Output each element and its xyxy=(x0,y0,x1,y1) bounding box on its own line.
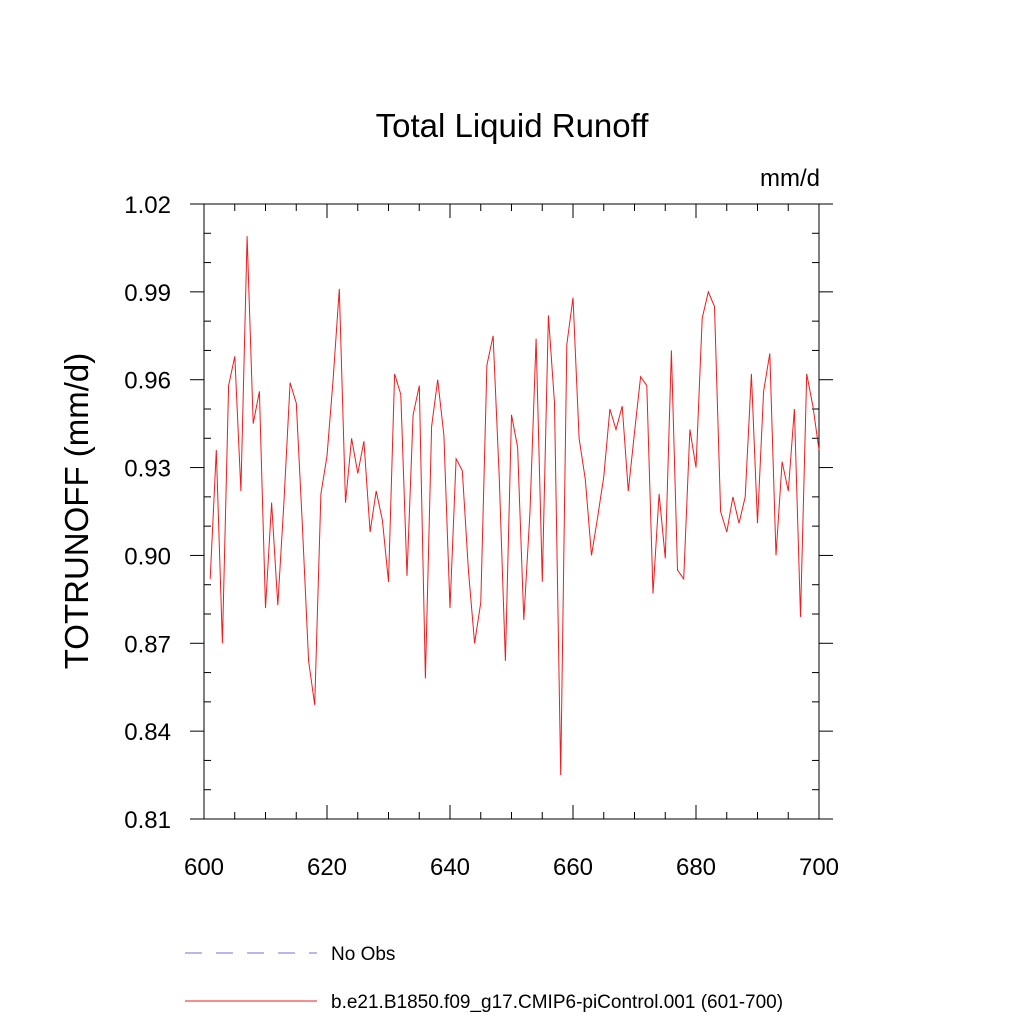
y-tick-label: 0.90 xyxy=(124,543,171,570)
chart-title: Total Liquid Runoff xyxy=(376,107,650,144)
legend-label: b.e21.B1850.f09_g17.CMIP6-piControl.001 … xyxy=(331,992,783,1013)
y-axis-label: TOTRUNOFF (mm/d) xyxy=(58,353,95,670)
y-tick-label: 0.99 xyxy=(124,280,171,307)
x-tick-label: 620 xyxy=(307,854,347,881)
x-tick-label: 640 xyxy=(430,854,470,881)
x-tick-label: 600 xyxy=(184,854,224,881)
units-label: mm/d xyxy=(760,165,820,192)
x-tick-label: 680 xyxy=(676,854,716,881)
y-tick-label: 0.96 xyxy=(124,368,171,395)
plot-area: 600 620 640 660 680 700 0.81 0.84 0.87 0.90 0.93 0.… xyxy=(124,192,839,881)
series-line xyxy=(209,236,820,776)
plot-frame xyxy=(203,203,820,820)
legend: No Obs b.e21.B1850.f09_g17.CMIP6-piContro… xyxy=(185,944,783,1013)
y-tick-label: 0.93 xyxy=(124,456,171,483)
y-tick-label: 0.84 xyxy=(124,719,171,746)
y-tick-label: 1.02 xyxy=(124,192,171,219)
y-tick-label: 0.81 xyxy=(124,807,171,834)
x-tick-label: 700 xyxy=(799,854,839,881)
x-tick-label: 660 xyxy=(553,854,593,881)
legend-label: No Obs xyxy=(331,944,395,965)
y-tick-label: 0.87 xyxy=(124,631,171,658)
